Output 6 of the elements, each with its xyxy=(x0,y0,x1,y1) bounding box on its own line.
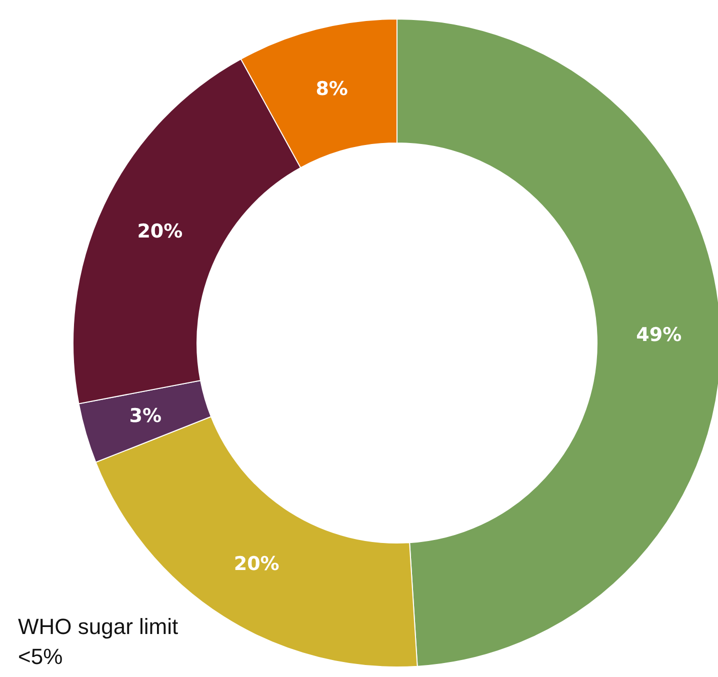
data-label: 20% xyxy=(137,220,183,242)
data-label: 49% xyxy=(636,324,682,346)
data-label: 8% xyxy=(316,78,348,100)
data-label: 3% xyxy=(129,405,162,428)
data-label: 20% xyxy=(234,553,280,576)
text: WHO sugar limit <5% xyxy=(18,613,180,671)
